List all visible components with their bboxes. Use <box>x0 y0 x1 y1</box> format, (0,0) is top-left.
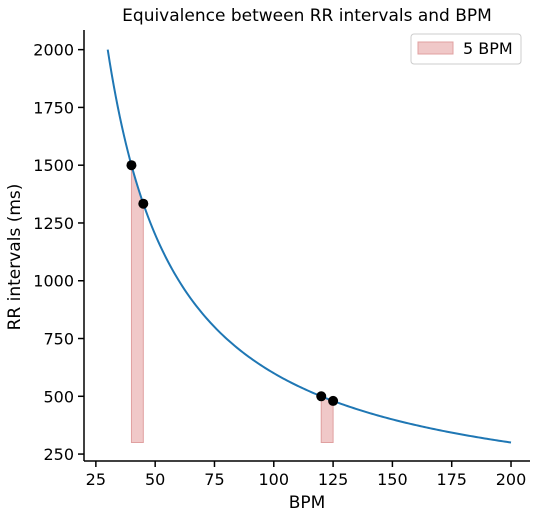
y-tick-label-250: 250 <box>43 445 74 464</box>
legend-label-5-bpm: 5 BPM <box>463 39 513 58</box>
data-point-1 <box>126 160 137 171</box>
x-tick-label-150: 150 <box>377 470 408 489</box>
x-tick-label-125: 125 <box>318 470 349 489</box>
y-tick-label-2000: 2000 <box>33 41 74 60</box>
y-tick-label-1250: 1250 <box>33 214 74 233</box>
y-axis-title: RR intervals (ms) <box>5 184 25 331</box>
y-tick-label-1750: 1750 <box>33 98 74 117</box>
legend: 5 BPM <box>410 33 522 65</box>
y-tick-label-1000: 1000 <box>33 272 74 291</box>
x-tick-label-200: 200 <box>496 470 527 489</box>
x-tick-label-100: 100 <box>259 470 290 489</box>
data-point-3 <box>316 391 327 402</box>
y-tick-label-500: 500 <box>43 387 74 406</box>
legend-swatch-5-bpm <box>417 41 454 55</box>
points-layer <box>126 160 339 406</box>
x-tick-label-175: 175 <box>436 470 467 489</box>
x-tick-label-50: 50 <box>145 470 165 489</box>
x-axis: 25 50 75 100 125 150 175 200 <box>84 460 530 489</box>
bands-layer <box>130 165 334 444</box>
x-tick-label-75: 75 <box>204 470 224 489</box>
x-axis-title: BPM <box>289 493 326 513</box>
x-tick-label-25: 25 <box>86 470 106 489</box>
y-axis: 250 500 750 1000 1250 1500 1750 2000 <box>33 30 85 464</box>
rr-curve-line <box>106 49 512 444</box>
data-point-2 <box>138 198 149 209</box>
y-tick-label-750: 750 <box>43 330 74 349</box>
chart-title: Equivalence between RR intervals and BPM <box>122 6 492 26</box>
y-tick-label-1500: 1500 <box>33 156 74 175</box>
data-point-4 <box>328 395 339 406</box>
